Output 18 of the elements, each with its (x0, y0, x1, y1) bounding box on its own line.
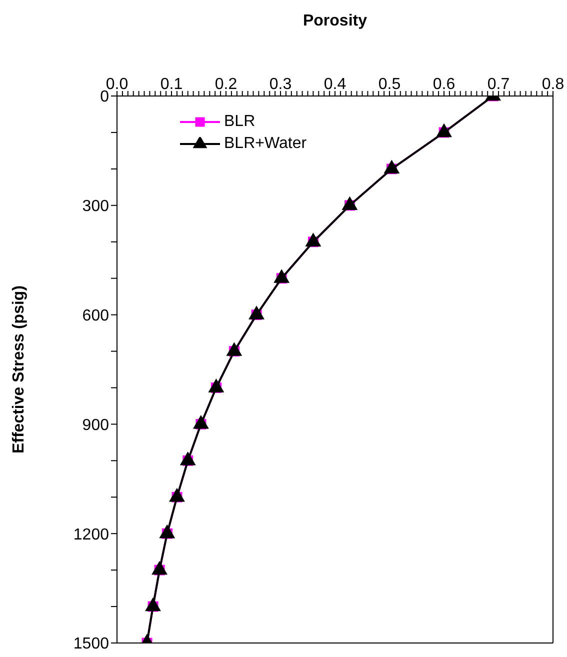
y-tick-label: 1500 (73, 636, 110, 653)
x-tick-label: 0.1 (160, 76, 183, 93)
x-axis-title: Porosity (302, 12, 368, 30)
x-tick-label: 0.6 (432, 76, 456, 93)
x-tick-label: 0.8 (542, 76, 564, 93)
y-tick-label: 900 (82, 416, 110, 434)
x-tick-label: 0.4 (324, 76, 346, 93)
y-tick-label: 300 (82, 198, 110, 216)
x-tick-label: 0.5 (378, 76, 401, 93)
y-axis-title: Effective Stress (psig) (10, 285, 28, 454)
x-tick-label: 0.3 (269, 76, 292, 93)
y-tick-label: 0 (100, 88, 110, 106)
y-tick-label: 1200 (73, 526, 110, 544)
y-tick-label: 600 (82, 307, 110, 324)
legend-label: BLR (224, 113, 256, 131)
x-tick-label: 0.7 (487, 76, 510, 93)
x-tick-label: 0.2 (214, 76, 238, 93)
legend-label: BLR+Water (224, 135, 307, 153)
